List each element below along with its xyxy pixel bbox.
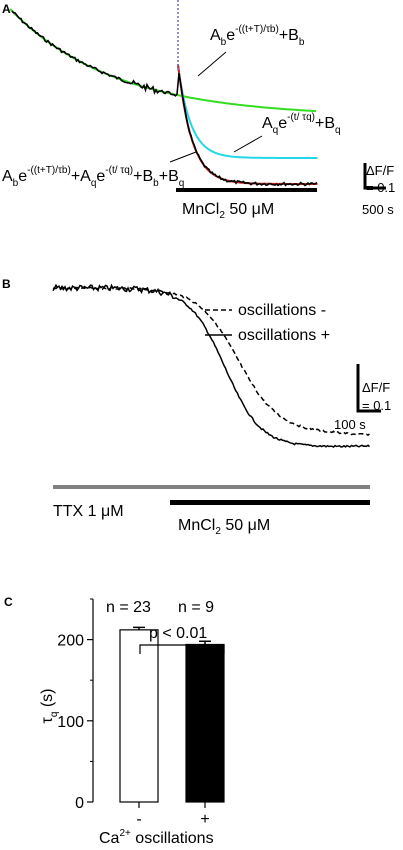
legend-plus-label: oscillations + <box>238 327 330 344</box>
trace-oscillations-minus <box>52 286 370 436</box>
equation-quench-pointer <box>233 135 263 153</box>
scale-bar-a <box>363 163 386 190</box>
panel-a: A Abe-((t+T)/τb)+Bb Aqe-(t/ τq)+Bq Abe-(… <box>2 0 395 221</box>
scale-x-label-a: 500 s <box>362 202 394 217</box>
scale-y-value-a: = 0.1 <box>366 180 395 195</box>
legend-minus-label: oscillations - <box>238 302 326 319</box>
trace-oscillations-plus <box>52 283 371 449</box>
significance-bracket <box>139 644 225 654</box>
y-tick-label-0: 0 <box>75 795 84 812</box>
n-label-minus: n = 23 <box>106 599 151 616</box>
panel-b: B oscillations - oscillations + ΔF/F = 0… <box>2 277 391 537</box>
ttx-label: TTX 1 μM <box>53 503 124 520</box>
mncl2-label-b: MnCl2 50 μM <box>178 517 270 537</box>
x-axis-label: Ca2+ oscillations <box>99 828 214 847</box>
bar-minus <box>119 629 159 803</box>
n-label-plus: n = 9 <box>178 599 214 616</box>
x-tick-label-1: + <box>200 811 209 828</box>
y-tick-label-2: 200 <box>57 633 84 650</box>
equation-baseline: Abe-((t+T)/τb)+Bb <box>210 24 305 48</box>
y-axis-label: τq (s) <box>39 689 60 724</box>
combined-fit-curve <box>177 63 318 185</box>
panel-b-letter: B <box>2 277 11 291</box>
scale-y-label-a: ΔF/F <box>366 163 394 178</box>
equation-combined-pointer <box>169 151 197 163</box>
equation-combined: Abe-((t+T)/τb)+Aqe-(t/ τq)+Bb+Bq <box>2 165 184 189</box>
mncl2-label-a: MnCl2 50 μM <box>182 201 274 221</box>
quench-fit-curve <box>177 65 318 159</box>
equation-quench: Aqe-(t/ τq)+Bq <box>262 112 341 136</box>
bars <box>119 626 225 803</box>
scale-y-label-b: ΔF/F <box>362 380 390 395</box>
mncl2-bar-a <box>176 188 317 192</box>
scale-bar-b <box>356 364 381 413</box>
scale-y-value-b: = 0.1 <box>362 398 391 413</box>
significance-label: p < 0.01 <box>149 625 207 642</box>
y-axis: 0 100 200 <box>57 598 94 812</box>
x-tick-label-0: - <box>136 811 141 828</box>
equation-baseline-pointer <box>197 51 227 77</box>
error-bar-plus <box>199 640 211 645</box>
x-tick-labels: - + <box>136 802 210 828</box>
bar-plus <box>185 643 225 803</box>
panel-a-letter: A <box>2 2 11 16</box>
panel-c-letter: C <box>4 595 13 609</box>
mncl2-bar-b <box>170 500 370 505</box>
y-tick-label-1: 100 <box>57 714 84 731</box>
scale-x-label-b: 100 s <box>334 417 366 432</box>
fluorescence-trace-a <box>11 10 318 187</box>
ttx-bar <box>53 485 370 489</box>
error-bar-minus <box>133 626 145 630</box>
